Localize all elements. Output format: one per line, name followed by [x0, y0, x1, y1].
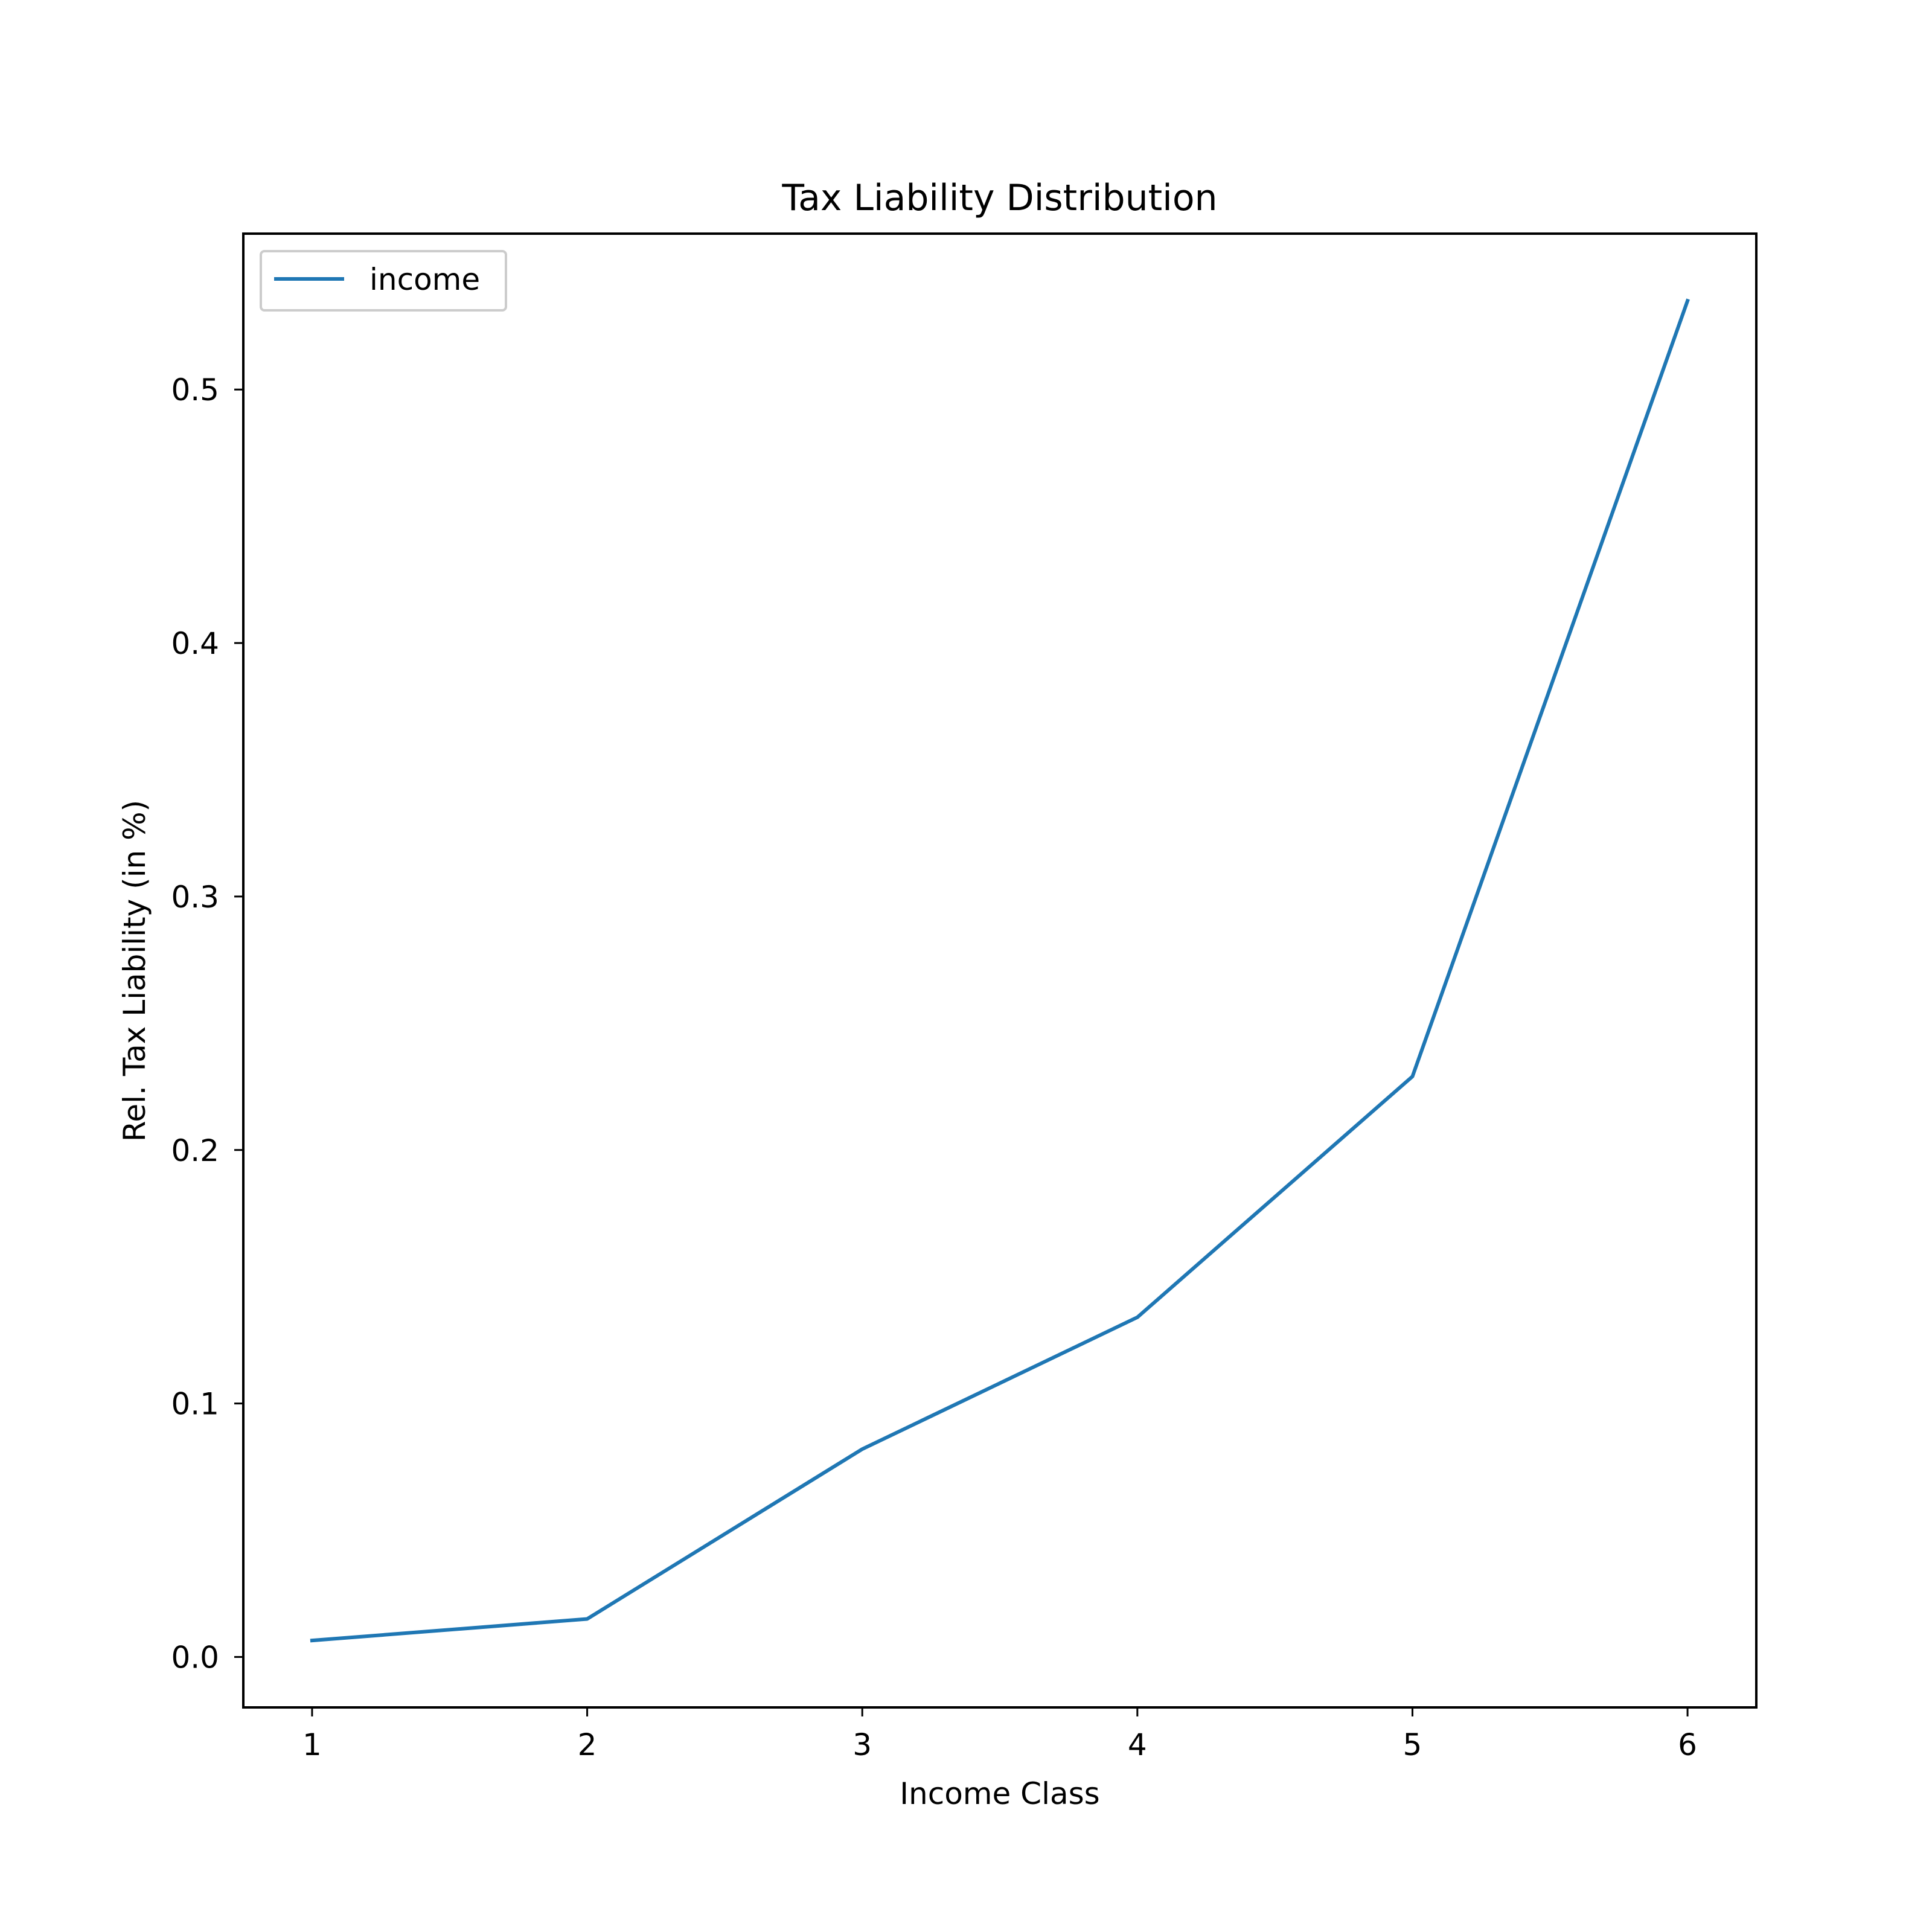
x-tick-label: 6 — [1678, 1727, 1697, 1762]
income-series-line — [310, 298, 1690, 1643]
y-tick-label: 0.5 — [171, 373, 219, 408]
y-axis-ticks: 0.0 0.1 0.2 0.3 0.4 0.5 — [171, 373, 243, 1675]
y-tick-label: 0.4 — [171, 626, 219, 661]
x-tick-label: 4 — [1128, 1727, 1147, 1762]
legend: income — [260, 250, 507, 312]
plot-frame — [242, 232, 1758, 1709]
x-tick-label: 5 — [1403, 1727, 1422, 1762]
legend-label-income: income — [369, 262, 480, 297]
x-axis-ticks: 1 2 3 4 5 6 — [302, 1707, 1697, 1762]
x-tick-label: 3 — [852, 1727, 872, 1762]
y-tick-label: 0.3 — [171, 880, 219, 915]
y-tick-label: 0.0 — [171, 1640, 219, 1675]
legend-box — [260, 250, 507, 312]
x-axis-label: Income Class — [900, 1776, 1099, 1811]
x-tick-label: 2 — [578, 1727, 597, 1762]
x-tick-label: 1 — [302, 1727, 322, 1762]
y-tick-label: 0.1 — [171, 1387, 219, 1422]
y-axis-label: Rel. Tax Liability (in %) — [117, 800, 152, 1142]
chart-title: Tax Liability Distribution — [781, 177, 1217, 219]
y-tick-label: 0.2 — [171, 1133, 219, 1168]
